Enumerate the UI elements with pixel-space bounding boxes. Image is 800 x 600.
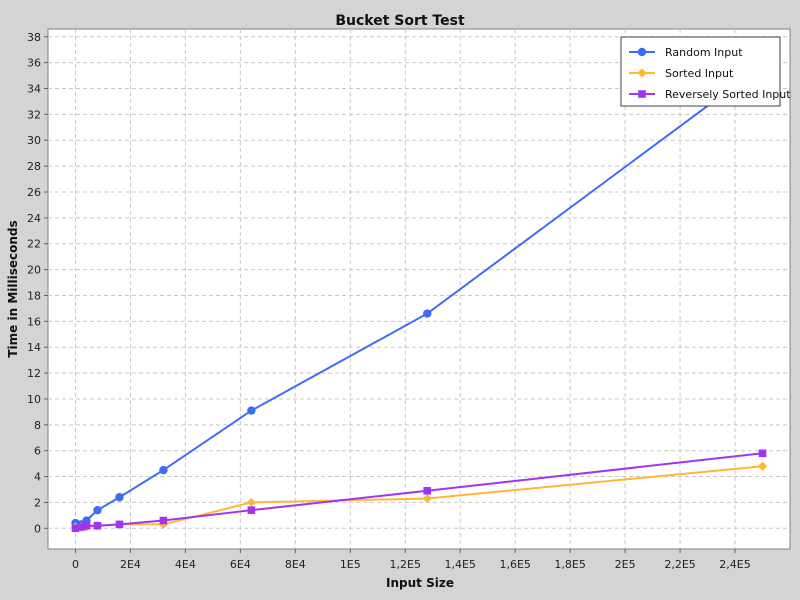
x-tick-label: 2,4E5 [719,558,750,571]
legend-item-reversely-sorted-input: Reversely Sorted Input [629,88,791,101]
y-tick-label: 6 [34,445,41,458]
data-point-reversely-sorted-input [423,486,432,495]
y-tick-label: 2 [34,496,41,509]
x-tick-label: 6E4 [230,558,251,571]
data-point-sorted-input [158,519,169,530]
x-tick-label: 1,8E5 [554,558,585,571]
x-axis-title: Input Size [386,576,454,590]
x-tick-label: 2E4 [120,558,141,571]
data-point-random-input [247,406,256,415]
legend-item-random-input: Random Input [629,46,743,59]
y-tick-label: 20 [27,264,41,277]
y-tick-label: 14 [27,341,41,354]
data-point-random-input [159,465,168,475]
y-tick-label: 26 [27,186,41,199]
data-point-sorted-input [757,461,768,471]
y-tick-label: 38 [27,31,41,44]
x-tick-label: 1,6E5 [499,558,530,571]
y-tick-label: 28 [27,160,41,173]
data-point-random-input [115,493,124,502]
x-tick-label: 4E4 [175,558,196,571]
data-point-reversely-sorted-input [77,523,85,531]
data-point-sorted-input [422,493,432,504]
x-tick-label: 1E5 [340,558,361,571]
data-point-reversely-sorted-input [71,524,80,533]
y-tick-label: 32 [27,108,41,121]
y-tick-label: 22 [27,238,41,251]
y-axis-title: Time in Milliseconds [6,220,20,357]
legend: Random Input Sorted Input Reversely Sorted… [620,36,791,107]
x-tick-label: 8E4 [285,558,306,571]
y-tick-label: 30 [27,134,41,147]
data-point-reversely-sorted-input [159,516,168,525]
series-reversely-sorted-input [71,449,767,533]
data-point-reversely-sorted-input [758,449,767,458]
y-tick-label: 8 [34,419,41,432]
x-tick-label: 2E5 [615,558,636,571]
y-tick-label: 12 [27,367,41,380]
data-point-reversely-sorted-input [93,521,102,530]
series-layer [70,61,768,533]
legend-label: Random Input [665,46,743,59]
plot-area [47,28,791,550]
data-point-random-input [93,505,102,515]
y-tick-label: 0 [34,522,41,535]
legend-label: Reversely Sorted Input [665,88,791,101]
y-tick-label: 10 [27,393,41,406]
legend-label: Sorted Input [665,67,734,80]
legend-marker-random-input [637,47,647,57]
data-point-reversely-sorted-input [82,521,91,530]
chart-title: Bucket Sort Test [335,13,465,29]
x-tick-label: 0 [72,558,79,571]
y-tick-label: 16 [27,315,41,328]
y-tick-label: 36 [27,57,41,70]
legend-marker-reversely-sorted-input [638,90,646,98]
y-tick-label: 24 [27,212,41,225]
y-tick-label: 18 [27,289,41,302]
data-point-reversely-sorted-input [247,506,256,514]
data-point-sorted-input [246,497,256,508]
y-tick-label: 4 [34,471,41,484]
y-tick-label: 34 [27,83,41,96]
x-tick-label: 2,2E5 [664,558,695,571]
data-point-reversely-sorted-input [115,520,124,529]
legend-marker-sorted-input [637,68,647,78]
legend-item-sorted-input: Sorted Input [629,67,734,80]
x-tick-label: 1,4E5 [444,558,475,571]
data-point-random-input [423,309,432,318]
x-tick-label: 1,2E5 [390,558,421,571]
